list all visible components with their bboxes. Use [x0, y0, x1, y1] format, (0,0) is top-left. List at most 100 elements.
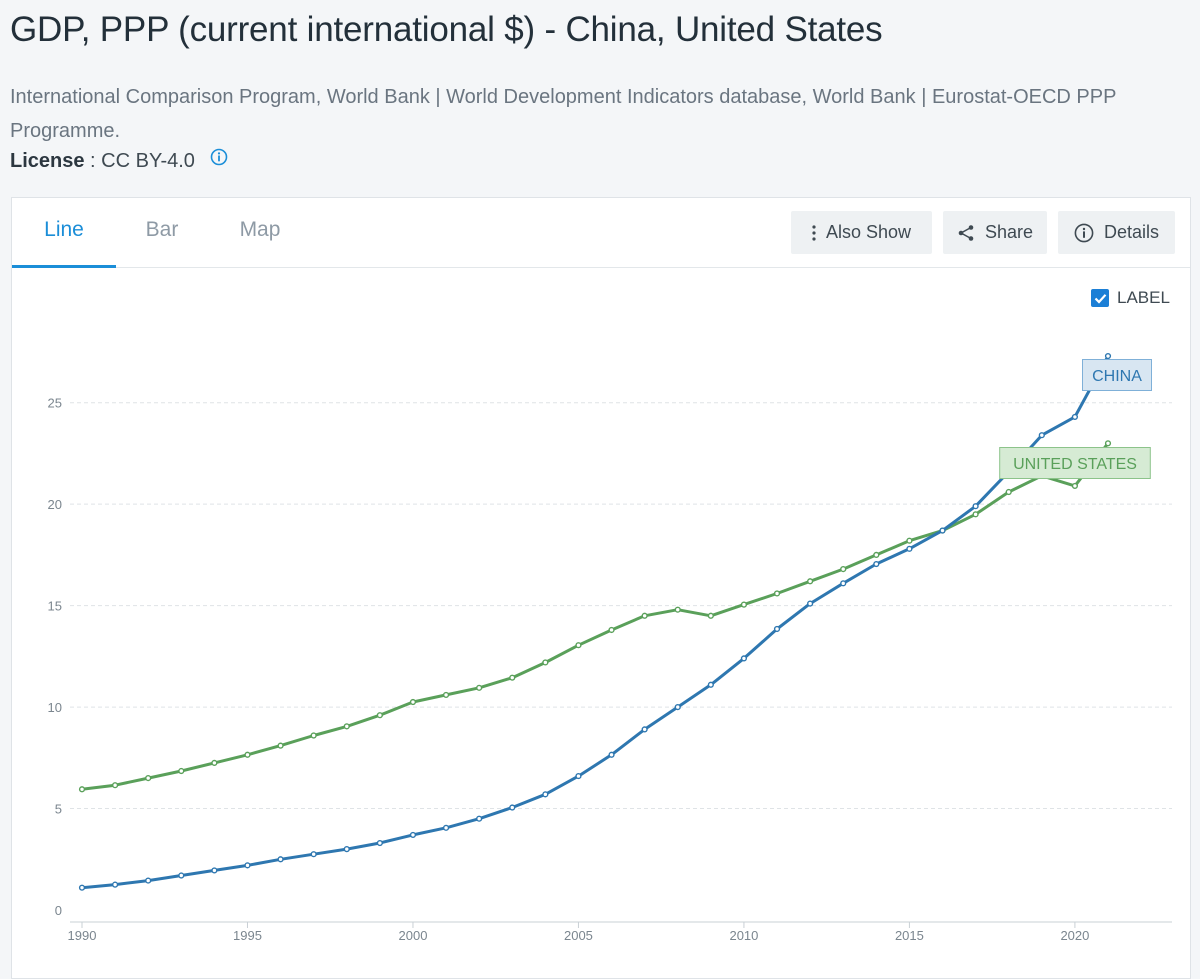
data-point [277, 856, 284, 863]
data-point [773, 590, 781, 597]
y-tick-label: 0 [55, 903, 62, 918]
data-point [972, 511, 979, 518]
info-circle-icon [1074, 223, 1094, 242]
data-point [807, 600, 814, 607]
data-point [244, 751, 251, 758]
data-point [376, 839, 383, 847]
details-label: Details [1103, 222, 1160, 242]
data-point [1071, 413, 1079, 421]
data-point [840, 566, 847, 573]
data-point [409, 831, 417, 839]
info-icon[interactable] [210, 148, 228, 172]
series-line-united-states [81, 442, 1110, 791]
data-point [873, 560, 880, 568]
data-point [145, 775, 152, 782]
data-point [277, 742, 284, 749]
data-point [211, 867, 218, 874]
also-show-label: Also Show [825, 222, 912, 242]
data-point [509, 804, 516, 811]
data-point [310, 732, 317, 739]
label-toggle[interactable]: LABEL [1091, 288, 1170, 308]
data-point [78, 884, 86, 891]
data-point [111, 881, 119, 888]
data-point [178, 767, 185, 775]
license-line: License : CC BY-4.0 [10, 148, 228, 173]
y-tick-label: 10 [48, 700, 62, 715]
data-point [476, 684, 483, 691]
data-point [740, 601, 748, 608]
x-tick-label: 2020 [1060, 928, 1089, 943]
data-source: International Comparison Program, World … [10, 86, 1117, 142]
data-point [244, 862, 251, 869]
x-tick-label: 2000 [399, 928, 428, 943]
data-point [442, 824, 450, 831]
data-point [575, 772, 582, 780]
more-vertical-icon [812, 224, 816, 241]
data-point [674, 703, 681, 711]
series-label-box [1082, 359, 1152, 391]
data-point [608, 751, 615, 758]
y-tick-label: 15 [48, 599, 62, 614]
chart-tab-bar: Line Bar Map Also Show Share Details [12, 198, 1190, 268]
x-tick-label: 2005 [564, 928, 593, 943]
data-point [740, 655, 748, 662]
data-point [873, 551, 880, 559]
license-label: License [10, 150, 85, 172]
series-label: UNITED STATES [1013, 456, 1137, 473]
data-point [145, 877, 152, 884]
y-tick-label: 25 [48, 396, 62, 411]
data-point [542, 791, 549, 798]
data-point [906, 545, 913, 552]
data-point [178, 872, 185, 879]
x-tick-label: 1990 [68, 928, 97, 943]
data-point [343, 723, 350, 730]
also-show-button[interactable]: Also Show [791, 211, 932, 254]
active-tab-indicator [12, 265, 116, 268]
checkmark-icon [1094, 293, 1106, 304]
label-checkbox[interactable] [1091, 289, 1109, 307]
x-tick-label: 2010 [729, 928, 758, 943]
data-point [211, 759, 218, 766]
data-point [509, 674, 516, 681]
details-button[interactable]: Details [1058, 211, 1175, 254]
x-tick-label: 1995 [233, 928, 262, 943]
data-point [840, 580, 847, 587]
y-tick-label: 20 [48, 497, 62, 512]
data-point [1104, 352, 1112, 360]
data-point [1104, 440, 1112, 447]
data-point [641, 612, 648, 619]
data-point [111, 782, 119, 789]
data-point [972, 503, 979, 510]
data-point [707, 612, 714, 619]
data-point [78, 786, 86, 793]
data-point [575, 642, 582, 649]
x-tick-label: 2015 [895, 928, 924, 943]
data-point [773, 625, 781, 633]
license-separator: : [84, 150, 102, 172]
data-point [442, 691, 450, 699]
tab-bar[interactable]: Bar [145, 218, 179, 241]
data-point [376, 712, 383, 719]
data-point [343, 846, 350, 853]
share-button[interactable]: Share [943, 211, 1047, 254]
data-point [807, 578, 814, 585]
data-point [310, 851, 317, 858]
share-label: Share [984, 222, 1034, 242]
share-icon [958, 224, 974, 241]
data-point [707, 681, 714, 688]
data-point [476, 815, 483, 822]
data-point [641, 726, 648, 733]
data-point [1038, 432, 1045, 439]
series-line-china [81, 355, 1110, 890]
license-value: CC BY-4.0 [101, 150, 195, 172]
data-point [409, 698, 417, 706]
data-point [542, 659, 549, 666]
data-point [906, 537, 913, 544]
data-point [674, 606, 681, 613]
tab-map[interactable]: Map [239, 218, 281, 241]
data-point [1005, 488, 1012, 496]
label-toggle-text: LABEL [1117, 288, 1170, 307]
data-point [1071, 482, 1079, 490]
tab-line[interactable]: Line [44, 218, 84, 241]
